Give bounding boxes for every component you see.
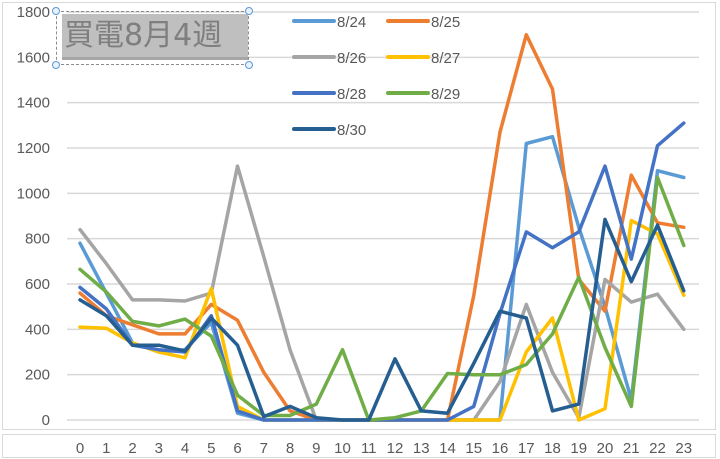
y-axis-labels: 0 200 400 600 800 1000 1200 1400 1600 1800 — [17, 4, 50, 429]
x-tick-label: 21 — [623, 440, 640, 457]
legend-label: 8/25 — [431, 14, 460, 31]
legend-label: 8/28 — [337, 86, 366, 103]
x-tick-label: 0 — [76, 440, 84, 457]
y-tick-label: 1200 — [17, 140, 50, 157]
legend-item-8-26[interactable]: 8/26 — [292, 50, 366, 67]
x-tick-label: 16 — [492, 440, 509, 457]
y-tick-label: 400 — [25, 321, 50, 338]
y-tick-label: 1400 — [17, 95, 50, 112]
x-axis-frame — [2, 434, 716, 458]
x-tick-label: 6 — [233, 440, 241, 457]
legend-label: 8/27 — [431, 50, 460, 67]
y-tick-label: 800 — [25, 231, 50, 248]
resize-handle-bottom-right[interactable] — [245, 61, 253, 69]
y-tick-label: 600 — [25, 276, 50, 293]
x-axis-labels: 0 1 2 3 4 5 6 7 8 9 10 11 12 13 14 15 16 17 18 19 20 21 22 23 — [76, 440, 692, 457]
x-tick-label: 4 — [181, 440, 189, 457]
y-tick-label: 0 — [42, 412, 50, 429]
x-tick-label: 9 — [312, 440, 320, 457]
x-tick-label: 8 — [286, 440, 294, 457]
legend[interactable]: 8/24 8/25 8/26 8/27 8/28 8/29 8/30 — [292, 14, 460, 139]
y-tick-label: 200 — [25, 367, 50, 384]
x-tick-label: 7 — [260, 440, 268, 457]
resize-handle-top-right[interactable] — [245, 7, 253, 15]
series-line-8-29[interactable] — [78, 175, 686, 422]
legend-item-8-30[interactable]: 8/30 — [292, 122, 366, 139]
x-tick-label: 3 — [155, 440, 163, 457]
x-tick-label: 15 — [465, 440, 482, 457]
series-line-8-24[interactable] — [78, 134, 686, 422]
x-tick-label: 1 — [102, 440, 110, 457]
legend-item-8-29[interactable]: 8/29 — [386, 86, 460, 103]
chart-area-frame — [2, 2, 716, 430]
y-tick-label: 1600 — [17, 49, 50, 66]
y-tick-label: 1800 — [17, 4, 50, 21]
x-tick-label: 10 — [334, 440, 351, 457]
x-tick-label: 14 — [439, 440, 456, 457]
resize-handle-top-left[interactable] — [52, 7, 60, 15]
x-tick-label: 11 — [361, 440, 377, 457]
resize-handle-bottom-left[interactable] — [52, 61, 60, 69]
x-tick-label: 13 — [413, 440, 430, 457]
series-lines — [78, 32, 686, 422]
x-tick-label: 23 — [675, 440, 692, 457]
title-selection-border — [56, 11, 249, 65]
series-line-8-25[interactable] — [78, 32, 686, 422]
x-tick-label: 18 — [544, 440, 561, 457]
x-tick-label: 5 — [207, 440, 215, 457]
legend-item-8-24[interactable]: 8/24 — [292, 14, 366, 31]
legend-label: 8/30 — [337, 122, 366, 139]
chart-title[interactable]: 買電8月4週 — [64, 18, 223, 53]
y-tick-label: 1000 — [17, 185, 50, 202]
x-tick-label: 12 — [387, 440, 404, 457]
legend-label: 8/24 — [337, 14, 366, 31]
series-line-8-30[interactable] — [78, 217, 686, 422]
x-tick-label: 22 — [649, 440, 666, 457]
gridlines — [67, 11, 699, 421]
legend-item-8-25[interactable]: 8/25 — [386, 14, 460, 31]
chart-title-background — [62, 14, 248, 60]
legend-label: 8/26 — [337, 50, 366, 67]
x-tick-label: 19 — [570, 440, 587, 457]
x-tick-label: 17 — [518, 440, 535, 457]
legend-item-8-28[interactable]: 8/28 — [292, 86, 366, 103]
legend-label: 8/29 — [431, 86, 460, 103]
legend-item-8-27[interactable]: 8/27 — [386, 50, 460, 67]
x-tick-label: 20 — [597, 440, 614, 457]
x-tick-label: 2 — [128, 440, 136, 457]
